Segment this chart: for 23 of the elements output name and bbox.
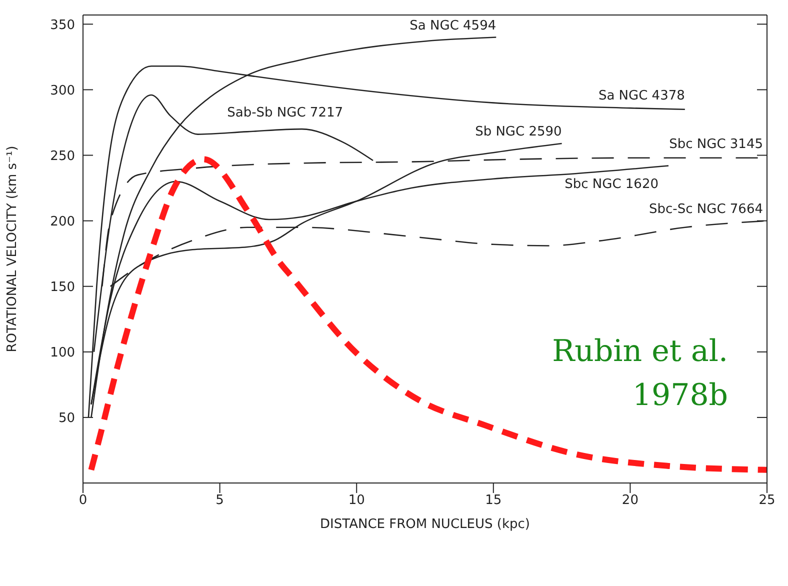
series-label: Sbc NGC 1620 (564, 176, 659, 192)
y-axis-title: ROTATIONAL VELOCITY (km s⁻¹) (5, 146, 20, 352)
x-tick-label: 20 (622, 493, 638, 508)
series-label: Sbc NGC 3145 (669, 136, 763, 152)
x-axis-title: DISTANCE FROM NUCLEUS (kpc) (320, 517, 530, 532)
series-label: Sb NGC 2590 (475, 124, 562, 140)
x-tick-label: 10 (348, 493, 365, 508)
y-tick-label: 100 (50, 346, 75, 361)
y-tick-label: 200 (50, 214, 75, 230)
series-label: Sab-Sb NGC 7217 (227, 106, 344, 121)
y-tick-label: 150 (50, 280, 75, 295)
series-label: Sbc-Sc NGC 7664 (649, 202, 763, 217)
series-label: Sa NGC 4594 (410, 18, 496, 34)
x-tick-label: 15 (485, 493, 502, 508)
y-tick-label: 350 (50, 18, 75, 33)
x-tick-label: 25 (758, 493, 776, 508)
y-tick-label: 50 (58, 411, 75, 426)
x-tick-label: 0 (78, 493, 88, 508)
y-tick-label: 250 (50, 148, 75, 164)
x-tick-label: 5 (216, 493, 224, 508)
series-label: Sa NGC 4378 (598, 88, 685, 104)
annotation: Rubin et al. 1978b (551, 333, 728, 415)
y-tick-label: 300 (50, 83, 75, 98)
